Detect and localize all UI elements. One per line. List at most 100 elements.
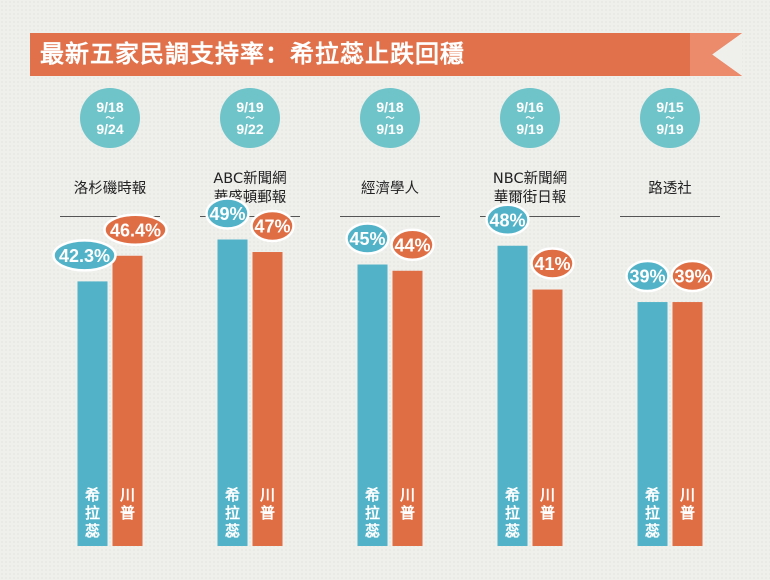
value-badge-trump-text: 46.4% <box>110 220 161 240</box>
pollster-divider <box>200 216 300 217</box>
bar-label-clinton: 希 <box>645 486 660 504</box>
title-banner-arrow <box>690 33 742 76</box>
date-range-circle: 9/18 ～ 9/19 <box>360 88 420 148</box>
date-range-start: 9/19 <box>236 99 264 115</box>
value-badge-trump-bubble <box>390 228 435 262</box>
value-badge-trump: 47% <box>250 209 295 243</box>
bar-label-trump: 普 <box>540 504 555 522</box>
bar-label-clinton: 蕊 <box>645 522 660 540</box>
title-banner <box>30 33 742 76</box>
date-range-end: 9/22 <box>236 121 264 137</box>
value-badge-clinton-bubble <box>625 259 670 293</box>
date-range-end: 9/19 <box>656 121 684 137</box>
date-range-circle: 9/18 ～ 9/24 <box>80 88 140 148</box>
bar-label-clinton: 拉 <box>85 504 100 522</box>
value-badge-trump: 46.4% <box>103 213 168 247</box>
bar-label-clinton: 拉 <box>225 504 240 522</box>
date-range-start: 9/15 <box>656 99 684 115</box>
value-badge-clinton-bubble <box>205 197 250 230</box>
pollster-divider <box>60 216 160 217</box>
bar-clinton <box>357 264 388 546</box>
bar-label-trump: 川 <box>399 486 415 504</box>
date-range-circle: 9/19 ～ 9/22 <box>220 88 280 148</box>
value-badge-clinton: 42.3% <box>52 239 117 272</box>
bar-label-trump: 普 <box>120 504 135 522</box>
pollster-divider <box>340 216 440 217</box>
value-badge-trump-text: 44% <box>394 235 430 255</box>
bar-label-clinton: 希 <box>85 486 100 504</box>
value-badge-clinton: 49% <box>205 197 250 230</box>
bar-label-trump: 川 <box>259 486 275 504</box>
bar-trump <box>672 302 703 546</box>
bar-label-clinton: 蕊 <box>505 522 520 540</box>
bar-label-clinton: 希 <box>505 486 520 504</box>
bar-label-trump: 川 <box>119 486 135 504</box>
value-badge-trump: 39% <box>670 259 715 293</box>
pollster-name-line: NBC新聞網 <box>492 171 568 187</box>
bar-label-trump: 普 <box>400 504 415 522</box>
bar-clinton <box>77 281 108 546</box>
bar-label-clinton: 蕊 <box>85 522 100 540</box>
date-range-tilde: ～ <box>665 113 675 123</box>
pollster-name-line: 路透社 <box>648 181 692 197</box>
value-badge-trump-text: 41% <box>534 254 570 274</box>
pollster-divider <box>480 216 580 217</box>
pollster-name: 經濟學人 <box>315 180 465 199</box>
value-badge-trump-text: 47% <box>254 217 290 237</box>
date-range-circle: 9/15 ～ 9/19 <box>640 88 700 148</box>
bar-label-clinton: 拉 <box>645 504 660 522</box>
value-badge-clinton-bubble <box>345 222 390 255</box>
value-badge-clinton-text: 42.3% <box>59 246 110 266</box>
pollster-name-line: ABC新聞網 <box>213 171 287 187</box>
date-range-circle: 9/16 ～ 9/19 <box>500 88 560 148</box>
bar-clinton <box>497 245 528 546</box>
value-badge-clinton: 45% <box>345 222 390 255</box>
bar-label-clinton: 希 <box>365 486 380 504</box>
bar-clinton <box>637 302 668 546</box>
value-badge-clinton-bubble <box>485 203 530 237</box>
value-badge-clinton-text: 48% <box>489 210 525 230</box>
pollster-name: 洛杉磯時報 <box>35 180 185 199</box>
date-range-tilde: ～ <box>245 113 255 123</box>
bar-trump <box>252 252 283 546</box>
value-badge-clinton-text: 49% <box>209 204 245 224</box>
bar-label-trump: 川 <box>539 486 555 504</box>
pollster-divider <box>620 216 720 217</box>
value-badge-trump: 41% <box>530 247 575 280</box>
value-badge-clinton: 48% <box>485 203 530 237</box>
bar-trump <box>112 255 143 546</box>
pollster-name-line: 洛杉磯時報 <box>73 181 147 197</box>
pollster-name: 路透社 <box>595 180 745 199</box>
value-badge-clinton-bubble <box>52 239 117 272</box>
value-badge-trump-bubble <box>103 213 168 247</box>
bar-label-trump: 普 <box>680 504 695 522</box>
page-title: 最新五家民調支持率：希拉蕊止跌回穩 <box>40 40 465 68</box>
date-range-end: 9/19 <box>516 121 544 137</box>
value-badge-trump-text: 39% <box>674 267 710 287</box>
title-banner-notch <box>712 33 742 76</box>
date-range-start: 9/16 <box>516 99 544 115</box>
value-badge-clinton: 39% <box>625 259 670 293</box>
date-range-end: 9/19 <box>376 121 404 137</box>
title-banner-shape <box>30 33 742 76</box>
bar-label-clinton: 拉 <box>505 504 520 522</box>
pollster-name-line: 經濟學人 <box>361 181 419 197</box>
bar-clinton <box>217 239 248 546</box>
value-badge-trump: 44% <box>390 228 435 262</box>
bar-trump <box>532 289 563 546</box>
date-range-tilde: ～ <box>105 113 115 123</box>
date-range-start: 9/18 <box>376 99 404 115</box>
value-badge-trump-bubble <box>530 247 575 280</box>
bar-label-trump: 川 <box>679 486 695 504</box>
bar-label-clinton: 蕊 <box>365 522 380 540</box>
bar-label-trump: 普 <box>260 504 275 522</box>
pollster-name: NBC新聞網 華爾街日報 <box>455 170 605 208</box>
bar-label-clinton: 蕊 <box>225 522 240 540</box>
date-range-tilde: ～ <box>385 113 395 123</box>
value-badge-trump-bubble <box>250 209 295 243</box>
bar-label-clinton: 拉 <box>365 504 380 522</box>
pollster-name-line: 華爾街日報 <box>493 190 567 206</box>
date-range-start: 9/18 <box>96 99 124 115</box>
date-range-end: 9/24 <box>96 121 124 137</box>
